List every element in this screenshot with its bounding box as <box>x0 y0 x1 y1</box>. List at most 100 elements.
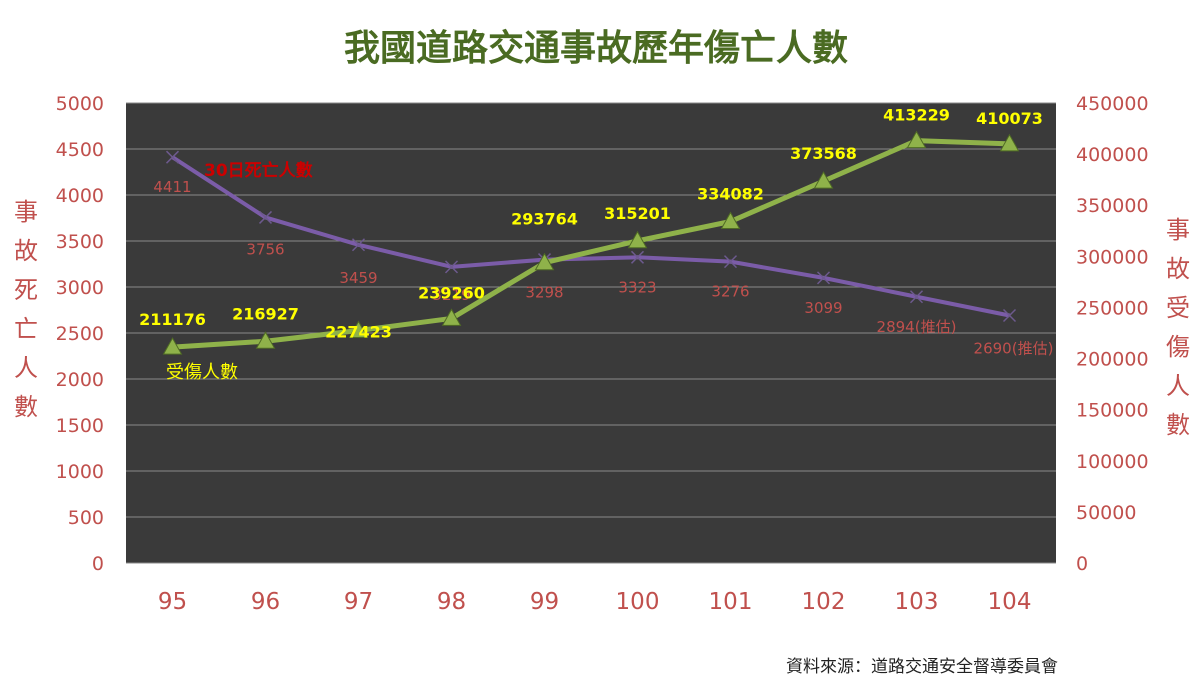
deaths-data-label: 2690(推估) <box>974 340 1054 358</box>
deaths-point <box>630 250 645 264</box>
injuries-marker <box>906 130 927 149</box>
deaths-marker-stroke <box>816 271 831 285</box>
left-tick-label: 3000 <box>56 277 104 299</box>
right-tick-label: 0 <box>1076 553 1088 575</box>
right-tick-label: 300000 <box>1076 246 1149 268</box>
right-axis-ticks: 0 50000 100000 150000 200000 250000 300000 3500… <box>1076 93 1149 575</box>
deaths-marker-stroke <box>1002 308 1017 323</box>
injuries-marker <box>534 252 555 271</box>
x-tick-label: 104 <box>988 589 1032 615</box>
deaths-point <box>444 260 459 274</box>
x-tick-label: 103 <box>895 589 939 615</box>
deaths-marker-stroke <box>351 238 366 252</box>
deaths-data-label: 3298 <box>525 284 563 302</box>
injuries-data-label: 413229 <box>883 106 950 125</box>
deaths-point <box>816 271 831 285</box>
left-tick-label: 5000 <box>56 93 104 115</box>
x-tick-label: 97 <box>344 589 373 615</box>
deaths-marker-stroke <box>165 150 180 164</box>
x-tick-label: 99 <box>530 589 559 615</box>
x-tick-label: 102 <box>802 589 846 615</box>
injuries-data-label: 334082 <box>697 184 764 203</box>
deaths-series-name: 30日死亡人數 <box>204 160 313 181</box>
deaths-point <box>909 290 924 304</box>
chart-title: 我國道路交通事故歷年傷亡人數 <box>344 27 848 69</box>
right-axis-title-char: 故 <box>1166 255 1190 283</box>
right-tick-label: 250000 <box>1076 297 1149 319</box>
right-tick-label: 150000 <box>1076 400 1149 422</box>
right-tick-label: 400000 <box>1076 144 1149 166</box>
injuries-data-label: 239260 <box>418 283 485 302</box>
injuries-marker <box>348 320 369 339</box>
data-labels: 4411 3756 3459 3219 3298 3323 3276 3099 2894(推估)… <box>139 106 1053 383</box>
deaths-point <box>351 238 366 252</box>
deaths-data-label: 3276 <box>711 283 749 301</box>
deaths-point <box>258 210 273 224</box>
injuries-marker <box>720 211 741 229</box>
injuries-data-label: 373568 <box>790 144 857 163</box>
left-tick-label: 4000 <box>56 185 104 207</box>
left-tick-label: 4500 <box>56 139 104 161</box>
injuries-marker <box>627 230 648 249</box>
right-axis-title-char: 事 <box>1166 216 1190 244</box>
left-tick-label: 1000 <box>56 461 104 483</box>
deaths-point <box>723 255 738 269</box>
deaths-point <box>1002 308 1017 323</box>
deaths-data-label: 3099 <box>804 299 842 317</box>
left-axis-title-char: 人 <box>14 354 38 382</box>
left-axis-title-char: 數 <box>14 393 38 421</box>
left-axis-title-char: 死 <box>14 276 38 304</box>
right-tick-label: 350000 <box>1076 195 1149 217</box>
left-tick-label: 0 <box>92 553 104 575</box>
right-axis-title-char: 數 <box>1166 411 1190 439</box>
x-tick-label: 100 <box>616 589 660 615</box>
right-tick-label: 50000 <box>1076 502 1136 524</box>
right-tick-label: 200000 <box>1076 349 1149 371</box>
left-tick-label: 500 <box>68 507 104 529</box>
deaths-data-label: 4411 <box>153 178 191 196</box>
series-layer <box>162 130 1020 355</box>
injuries-marker <box>255 331 276 349</box>
injuries-data-label: 211176 <box>139 310 206 329</box>
injuries-series-name: 受傷人數 <box>166 362 238 383</box>
deaths-marker-stroke <box>258 210 273 224</box>
right-tick-label: 100000 <box>1076 451 1149 473</box>
injuries-data-label: 293764 <box>511 210 578 229</box>
deaths-marker-stroke <box>723 255 738 269</box>
deaths-data-label: 3323 <box>618 278 656 296</box>
x-axis-ticks: 95 96 97 98 99 100 101 102 103 104 <box>158 589 1032 615</box>
left-axis-ticks: 0 500 1000 1500 2000 2500 3000 3500 4000 4500 5000 <box>56 93 104 575</box>
left-tick-label: 3500 <box>56 231 104 253</box>
x-tick-label: 98 <box>437 589 466 615</box>
injuries-marker <box>441 308 462 326</box>
injuries-data-label: 315201 <box>604 204 671 223</box>
x-tick-label: 96 <box>251 589 280 615</box>
deaths-marker-stroke <box>444 260 459 274</box>
deaths-point <box>165 150 180 164</box>
deaths-marker-stroke <box>630 250 645 264</box>
injuries-data-label: 227423 <box>325 323 392 342</box>
deaths-marker-stroke <box>909 290 924 304</box>
left-axis-title-char: 事 <box>14 198 38 226</box>
x-tick-label: 95 <box>158 589 187 615</box>
left-tick-label: 2500 <box>56 323 104 345</box>
deaths-line <box>171 155 1010 318</box>
left-tick-label: 2000 <box>56 369 104 391</box>
injuries-data-label: 216927 <box>232 304 299 323</box>
injuries-marker <box>162 337 183 355</box>
injuries-marker <box>999 133 1020 152</box>
left-tick-label: 1500 <box>56 415 104 437</box>
right-axis-title-char: 受 <box>1166 294 1190 322</box>
deaths-data-label: 3459 <box>339 269 377 287</box>
left-axis-title-char: 故 <box>14 237 38 265</box>
right-tick-label: 450000 <box>1076 93 1149 115</box>
right-axis-title-char: 人 <box>1166 372 1190 400</box>
injuries-line <box>172 138 1010 350</box>
deaths-data-label: 3756 <box>246 240 284 258</box>
source-note: 資料來源：道路交通安全督導委員會 <box>786 657 1058 677</box>
deaths-data-label: 2894(推估) <box>877 318 957 336</box>
x-tick-label: 101 <box>709 589 753 615</box>
